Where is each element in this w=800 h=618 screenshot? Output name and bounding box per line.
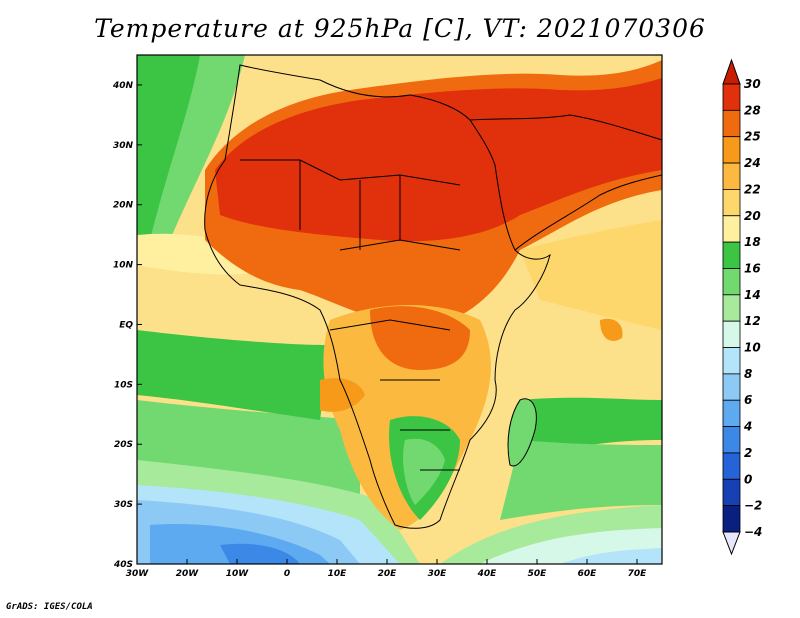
lon-label: 60E — [578, 569, 598, 579]
colorbar-swatch — [722, 294, 741, 322]
colorbar-swatch — [722, 426, 741, 454]
colorbar-label: 22 — [744, 182, 761, 196]
colorbar-swatch — [722, 136, 741, 164]
colorbar-label: 6 — [744, 393, 752, 407]
colorbar-swatch — [722, 215, 741, 243]
lon-label: 30W — [126, 569, 150, 579]
colorbar-label: −4 — [744, 525, 762, 539]
colorbar-label: 0 — [744, 472, 752, 486]
colorbar-swatch — [722, 241, 741, 269]
credit-text: GrADS: IGES/COLA — [6, 602, 93, 612]
colorbar-label: 10 — [744, 341, 761, 355]
page-title: Temperature at 925hPa [C], VT: 202107030… — [94, 14, 706, 43]
colorbar-label: −2 — [744, 499, 762, 513]
colorbar-bottom-arrow — [722, 531, 741, 556]
lat-label: 20N — [113, 201, 134, 211]
colorbar-label: 20 — [744, 209, 761, 223]
latitude-axis: 40N 30N 20N 10N EQ 10S 20S 30S 40S — [112, 81, 142, 570]
colorbar-swatch — [722, 162, 741, 190]
lat-label: 30S — [114, 500, 133, 510]
lat-label: 10S — [114, 380, 133, 390]
colorbar-swatch — [722, 452, 741, 480]
colorbar-top-arrow — [722, 58, 741, 85]
lat-label: 20S — [114, 440, 133, 450]
colorbar-swatch — [722, 505, 741, 533]
lat-label: 30N — [113, 141, 134, 151]
temperature-field — [137, 55, 662, 564]
colorbar-swatch — [722, 109, 741, 138]
lon-label: 0 — [284, 569, 290, 579]
colorbar-label: 24 — [744, 156, 761, 170]
lon-label: 20W — [176, 569, 200, 579]
lon-label: 10E — [328, 569, 348, 579]
longitude-axis: 30W 20W 10W 0 10E 20E 30E 40E 50E 60E 70E — [126, 559, 647, 579]
map-frame — [136, 54, 663, 565]
colorbar-swatch — [722, 320, 741, 348]
colorbar-label: 14 — [744, 288, 761, 302]
coastlines — [204, 64, 662, 529]
colorbar-swatch — [722, 189, 741, 217]
colorbar-swatch — [722, 83, 741, 111]
lon-label: 20E — [378, 569, 398, 579]
colorbar-swatch — [722, 399, 741, 427]
lat-label: 40S — [113, 560, 133, 570]
lat-label: 40N — [112, 81, 134, 91]
colorbar-label: 12 — [744, 314, 761, 328]
lon-label: 10W — [226, 569, 250, 579]
colorbar-label: 25 — [744, 130, 761, 144]
colorbar-label: 8 — [744, 367, 752, 381]
colorbar-swatch — [722, 373, 741, 401]
colorbar-label: 4 — [743, 420, 752, 434]
lat-label: EQ — [119, 320, 133, 330]
colorbar-label: 2 — [744, 446, 752, 460]
lon-label: 50E — [528, 569, 548, 579]
colorbar-label: 16 — [744, 261, 761, 275]
colorbar-label: 28 — [744, 103, 761, 117]
colorbar-label: 18 — [744, 235, 761, 249]
colorbar-label: 30 — [744, 77, 761, 91]
lon-label: 30E — [428, 569, 448, 579]
lon-label: 70E — [628, 569, 648, 579]
colorbar-swatch — [722, 347, 741, 375]
colorbar-swatch — [722, 478, 741, 507]
colorbar-swatch — [722, 268, 741, 296]
lon-label: 40E — [477, 569, 498, 579]
lat-label: 10N — [113, 261, 134, 271]
